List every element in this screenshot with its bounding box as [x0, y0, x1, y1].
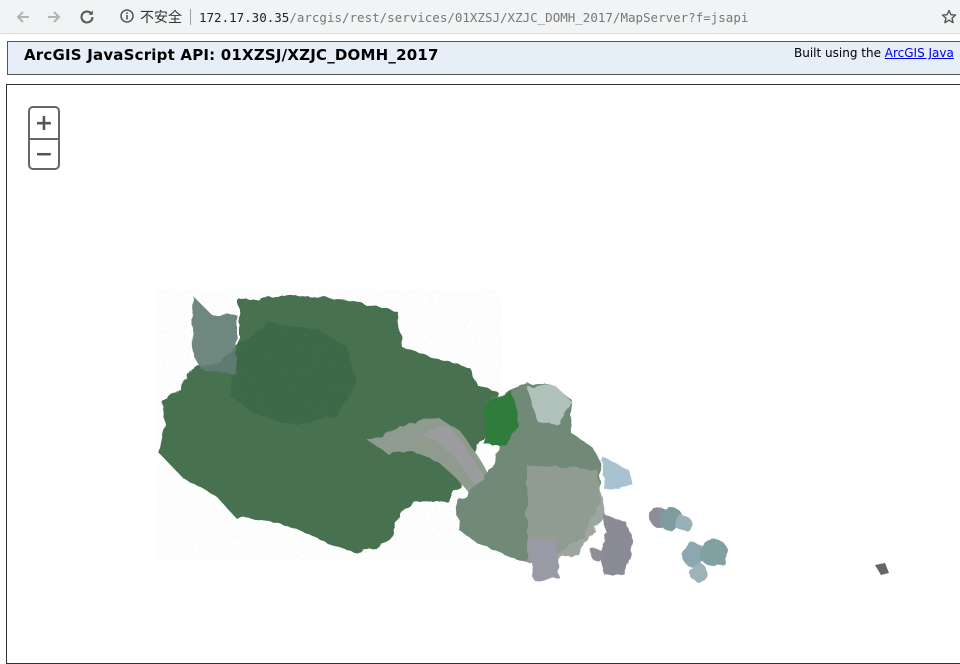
built-using-text: Built using the ArcGIS Java	[794, 46, 954, 60]
forward-icon[interactable]	[41, 4, 67, 30]
address-bar[interactable]: 不安全 172.17.30.35/arcgis/rest/services/01…	[108, 4, 934, 30]
url-host: 172.17.30.35	[199, 9, 290, 25]
page-header: ArcGIS JavaScript API: 01XZSJ/XZJC_DOMH_…	[7, 41, 960, 75]
page-title: ArcGIS JavaScript API: 01XZSJ/XZJC_DOMH_…	[24, 46, 439, 64]
zoom-out-button[interactable]: −	[34, 141, 54, 167]
url-text: 172.17.30.35/arcgis/rest/services/01XZSJ…	[199, 10, 748, 25]
east-region	[457, 383, 633, 581]
security-label: 不安全	[140, 10, 182, 26]
browser-toolbar: 不安全 172.17.30.35/arcgis/rest/services/01…	[0, 0, 960, 34]
reload-icon[interactable]	[74, 4, 100, 30]
omnibox-divider	[190, 9, 191, 25]
star-icon[interactable]	[938, 6, 960, 28]
islands	[591, 507, 728, 582]
arcgis-link[interactable]: ArcGIS Java	[884, 46, 954, 60]
back-icon[interactable]	[10, 4, 36, 30]
built-using-prefix: Built using the	[794, 46, 885, 60]
zoom-in-button[interactable]: +	[30, 108, 58, 140]
info-icon[interactable]	[120, 8, 134, 27]
map-panel[interactable]: + −	[6, 84, 960, 664]
zoom-control: + −	[28, 106, 60, 170]
small-islet	[875, 563, 889, 575]
map-imagery[interactable]	[7, 85, 960, 664]
url-path: /arcgis/rest/services/01XZSJ/XZJC_DOMH_2…	[289, 9, 749, 25]
